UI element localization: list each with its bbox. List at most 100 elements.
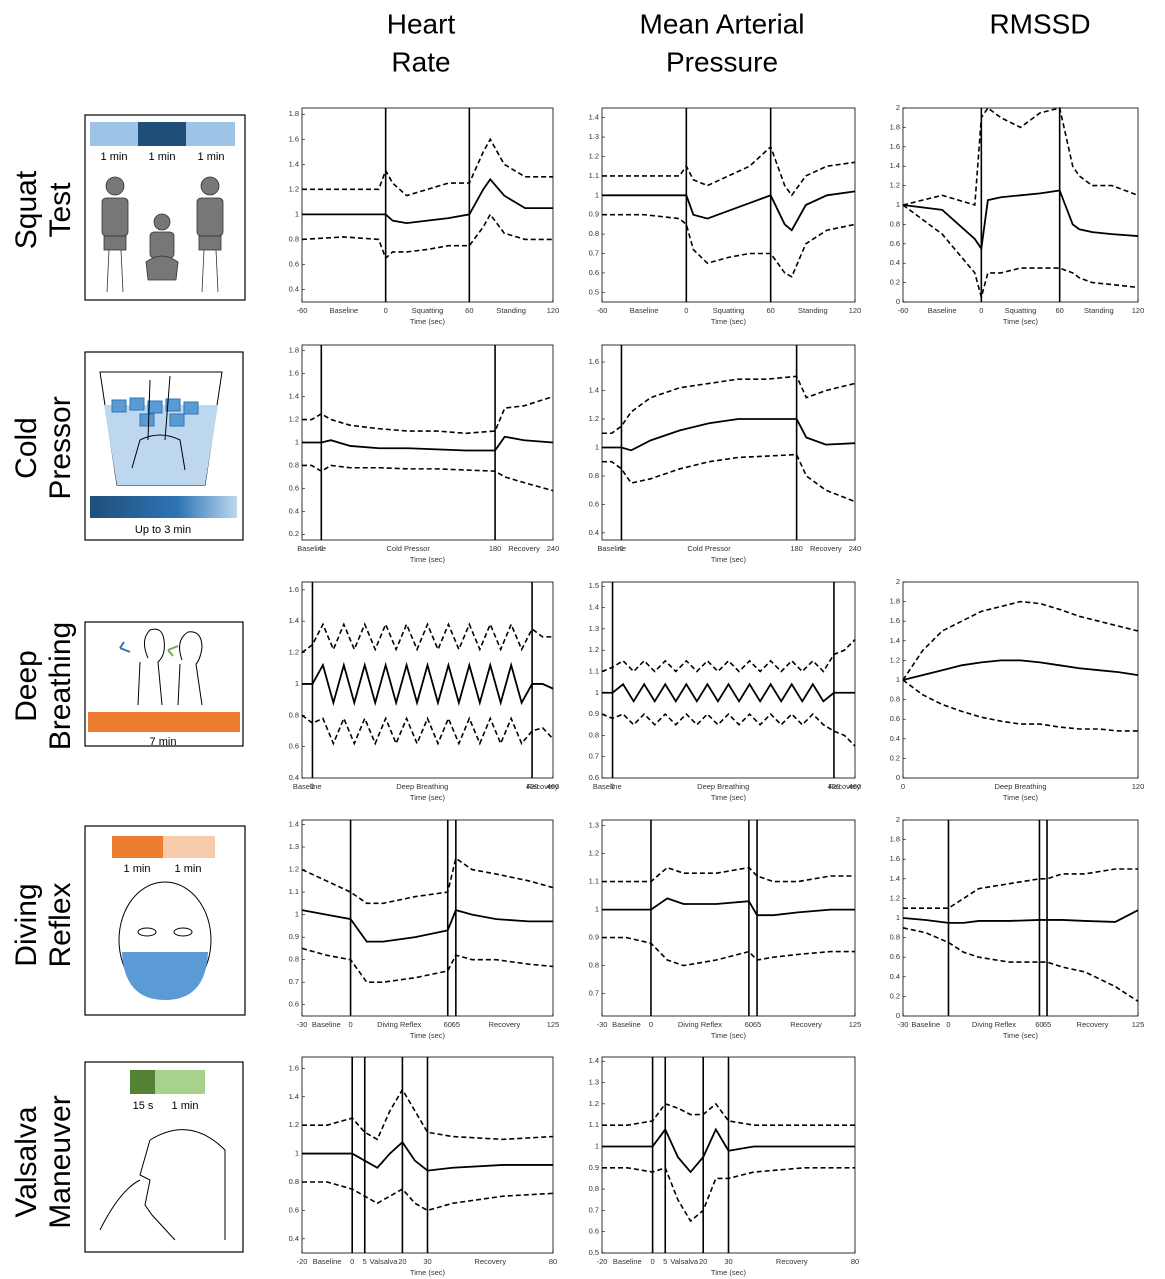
y-tick-label: 0.6 [890, 952, 900, 961]
protocol-label: 1 min [172, 1100, 199, 1112]
phase-label: Baseline [329, 306, 358, 315]
y-tick-label: 1.1 [589, 171, 599, 180]
phase-bar [130, 1070, 155, 1094]
phase-bar [163, 836, 215, 858]
chart-panel: 00.20.40.60.811.21.41.61.82-30 0 60 65 125Ba… [890, 815, 1145, 1040]
x-tick-label: -20 [597, 1257, 608, 1266]
y-tick-label: 0.8 [289, 710, 299, 719]
band-line [601, 712, 856, 747]
y-tick-label: 1 [295, 209, 299, 218]
protocol-squat: 1 min 1 min 1 min [84, 114, 246, 301]
y-tick-label: 1.2 [890, 893, 900, 902]
protocol-deep: 7 min [84, 621, 244, 748]
phase-label: Recovery [776, 1257, 808, 1266]
y-tick-label: 0.2 [890, 991, 900, 1000]
phase-label: Baseline [593, 782, 622, 791]
y-tick-label: 0.7 [589, 989, 599, 998]
x-tick-label: 460 [849, 782, 862, 791]
y-tick-label: 1 [896, 913, 900, 922]
figure-person [101, 176, 224, 293]
phase-label: Valsalva [370, 1257, 399, 1266]
row-label: Reflex [44, 882, 77, 967]
phase-label: Recovery [810, 544, 842, 553]
y-tick-label: 0.6 [289, 1000, 299, 1009]
plot-frame [301, 344, 554, 541]
band-line [602, 936, 855, 967]
band-line [602, 866, 855, 883]
x-axis-label: Time (sec) [410, 317, 446, 326]
protocol-diving: 1 min 1 min [84, 825, 246, 1016]
x-tick-label: 0 [610, 782, 614, 791]
chart-panel: 0.5 0.6 0.7 0.8 0.9 1 1.1 1.2 1.3 1.4 -20 0 5 20 30 80 B… [589, 1056, 860, 1277]
row-label: Valsalva [10, 1106, 43, 1217]
band-line [902, 106, 1139, 207]
phase-label: Valsalva [670, 1257, 699, 1266]
y-tick-label: 0.8 [289, 955, 299, 964]
y-tick-label: 1.3 [589, 821, 599, 830]
plot-frame [601, 107, 856, 303]
phase-label: Cold Pressor [687, 544, 731, 553]
phase-label: Standing [496, 306, 526, 315]
x-tick-label: -20 [297, 1257, 308, 1266]
y-tick-label: 0.7 [289, 977, 299, 986]
x-tick-label: 60 [1035, 1020, 1043, 1029]
y-tick-label: 1 [896, 675, 900, 684]
row-label: Breathing [44, 622, 77, 750]
y-tick-label: 0.6 [289, 483, 299, 492]
x-tick-label: 0 [901, 782, 905, 791]
x-tick-label: 60 [444, 1020, 452, 1029]
protocol-label: 7 min [150, 736, 177, 748]
y-tick-label: 0.2 [289, 529, 299, 538]
y-tick-label: 0.4 [289, 284, 299, 293]
phase-label: Baseline [313, 1257, 342, 1266]
y-tick-label: 0.4 [589, 528, 599, 537]
band-line [602, 213, 856, 278]
mean-line [602, 1127, 855, 1174]
mean-line [902, 189, 1139, 252]
row-label: Pressor [44, 396, 77, 499]
y-tick-label: 1.4 [589, 1056, 599, 1065]
y-tick-label: 1.2 [289, 415, 299, 424]
phase-label: Recovery [474, 1257, 506, 1266]
x-axis-label: Time (sec) [711, 317, 747, 326]
y-tick-label: 1 [295, 437, 299, 446]
y-tick-label: 0.9 [289, 932, 299, 941]
y-tick-label: 0.6 [289, 259, 299, 268]
plot-frame [301, 107, 554, 303]
phase-label: Cold Pressor [387, 544, 431, 553]
y-tick-label: 1.8 [890, 835, 900, 844]
x-tick-label: 60 [766, 306, 774, 315]
mean-line [602, 897, 855, 917]
y-tick-label: 2 [896, 103, 900, 112]
x-tick-label: 80 [549, 1257, 557, 1266]
y-tick-label: 1.4 [589, 113, 599, 122]
plot-frame [601, 344, 856, 541]
x-tick-label: 65 [753, 1020, 761, 1029]
phase-label: Baseline [911, 1020, 940, 1029]
y-tick-label: 0.8 [589, 471, 599, 480]
phase-label: Recovery [508, 544, 540, 553]
x-tick-label: 180 [489, 544, 502, 553]
mean-line [902, 909, 1139, 924]
x-tick-label: 240 [547, 544, 560, 553]
x-tick-label: -30 [898, 1020, 909, 1029]
y-tick-label: 1.2 [589, 414, 599, 423]
x-tick-label: 125 [547, 1020, 560, 1029]
y-tick-label: 0.2 [890, 278, 900, 287]
x-tick-label: 30 [423, 1257, 431, 1266]
y-tick-label: 0.9 [589, 210, 599, 219]
band-line [301, 622, 553, 654]
y-tick-label: 1.2 [589, 849, 599, 858]
y-tick-label: 1.4 [289, 392, 299, 401]
row-label: Diving [10, 883, 43, 966]
x-tick-label: 0 [384, 306, 388, 315]
person-profile [177, 631, 203, 706]
y-tick-label: 1.1 [589, 1120, 599, 1129]
plot-frame [902, 581, 1139, 779]
protocol-cold: Up to 3 min [84, 351, 244, 541]
y-tick-label: 1.3 [589, 1078, 599, 1087]
phase-label: Baseline [613, 1257, 642, 1266]
y-tick-label: 0.8 [589, 229, 599, 238]
x-tick-label: 20 [398, 1257, 406, 1266]
x-tick-label: 0 [619, 544, 623, 553]
